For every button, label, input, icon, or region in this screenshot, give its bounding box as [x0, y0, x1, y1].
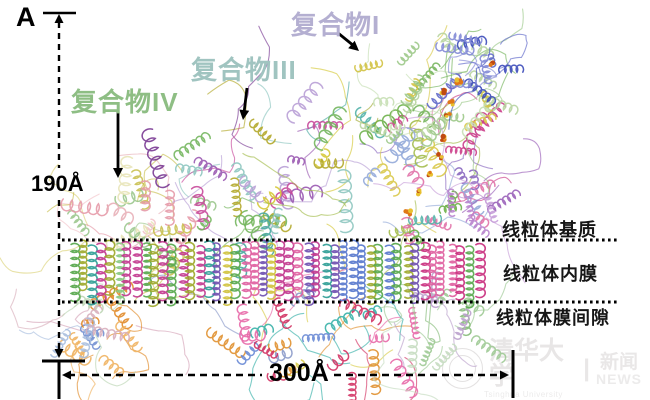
- region-left-ims-pale: [9, 278, 136, 387]
- region-ims-orange: [26, 280, 190, 400]
- watermark-divider: |: [583, 355, 590, 382]
- watermark-en-text: Tsinghua University: [484, 390, 563, 399]
- region-complex-iii-body: [141, 25, 373, 279]
- membrane-helix-band: [69, 239, 486, 309]
- complex-iii-label: 复合物III: [191, 55, 297, 85]
- measurement-and-pointer-arrows: [42, 11, 515, 399]
- inner-membrane-label: 线粒体内膜: [503, 264, 598, 284]
- matrix-label: 线粒体基质: [502, 220, 597, 240]
- watermark: 清华大学 Tsinghua University | 新闻 NEWS: [442, 339, 642, 399]
- height-measurement-label: 190Å: [31, 171, 84, 196]
- intermembrane-space-label: 线粒体膜间隙: [496, 308, 610, 328]
- region-right-edge-purple: [373, 116, 542, 284]
- panel-letter: A: [16, 2, 36, 32]
- supercomplex-ribbon-structure: [0, 8, 542, 400]
- membrane-boundary-dotted-lines: [62, 238, 620, 304]
- watermark-news-en: NEWS: [596, 370, 642, 387]
- complex-i-label: 复合物I: [291, 10, 381, 40]
- region-complex-i-arm: [354, 8, 524, 198]
- university-seal-icon: [442, 348, 484, 390]
- watermark-news: 新闻 NEWS: [596, 353, 642, 386]
- watermark-news-cn: 新闻: [599, 351, 638, 373]
- iron-sulfur-clusters: [403, 60, 496, 217]
- region-ims-center: [147, 267, 421, 400]
- complex-iv-label: 复合物IV: [71, 87, 179, 117]
- width-measurement-label: 300Å: [269, 359, 329, 387]
- region-complex-i-arm-blue: [426, 31, 528, 130]
